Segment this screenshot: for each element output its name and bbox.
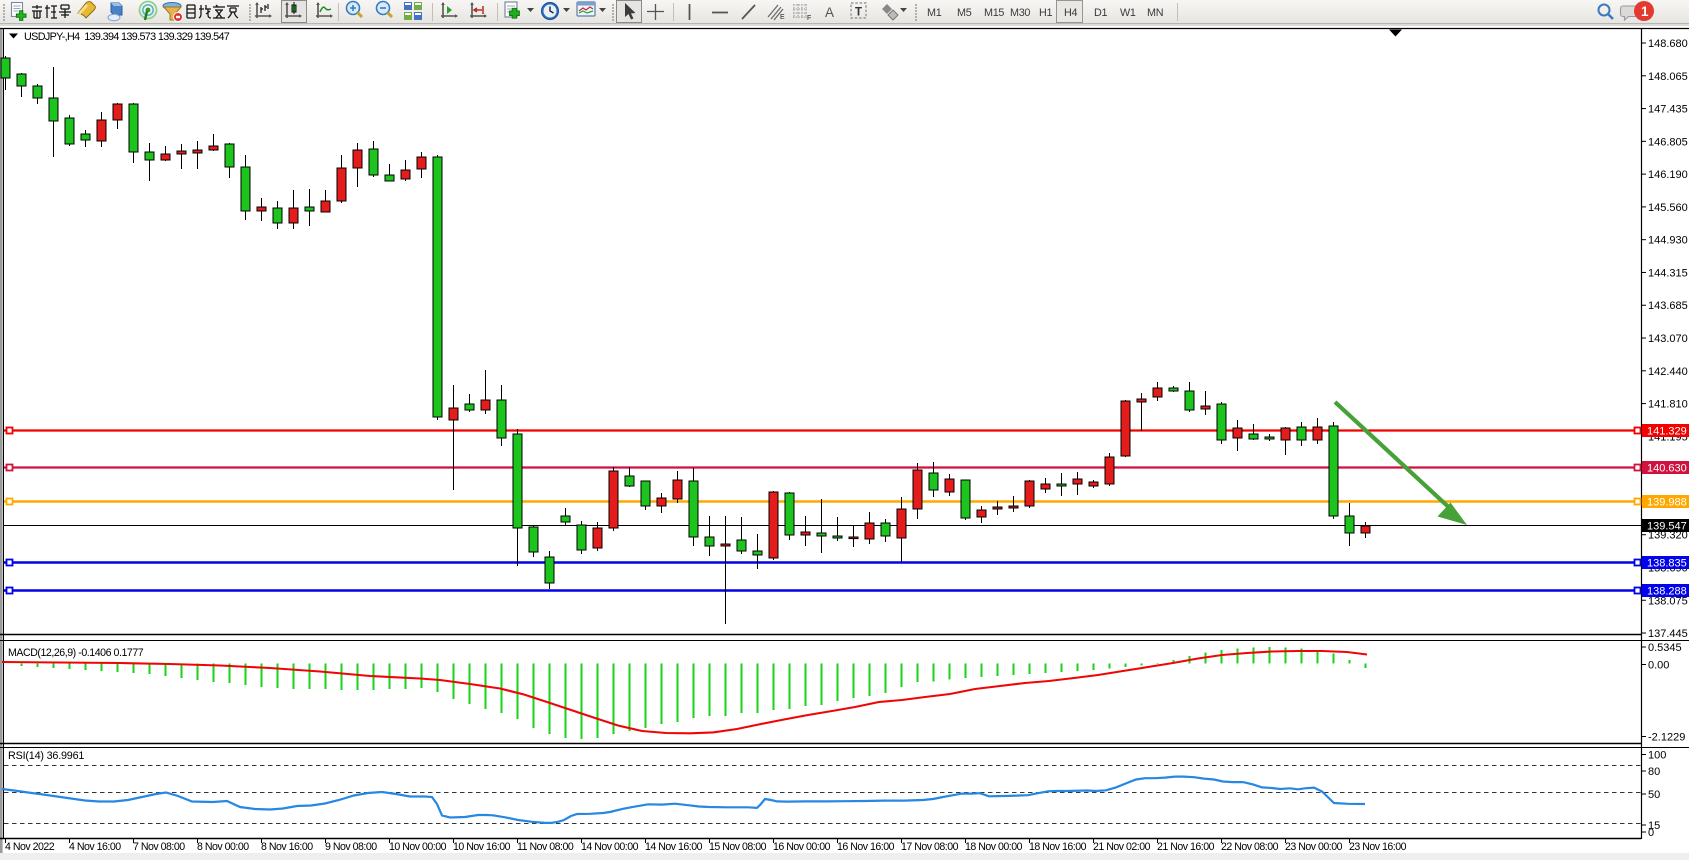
svg-text:143.070: 143.070 xyxy=(1648,333,1688,345)
svg-text:M5: M5 xyxy=(957,7,972,19)
svg-text:9 Nov 08:00: 9 Nov 08:00 xyxy=(325,841,377,853)
svg-text:0.5345: 0.5345 xyxy=(1648,642,1682,654)
svg-text:21 Nov 16:00: 21 Nov 16:00 xyxy=(1157,841,1215,853)
svg-text:15 Nov 08:00: 15 Nov 08:00 xyxy=(709,841,767,853)
svg-text:21 Nov 02:00: 21 Nov 02:00 xyxy=(1093,841,1151,853)
svg-text:4 Nov 16:00: 4 Nov 16:00 xyxy=(69,841,121,853)
svg-text:145.560: 145.560 xyxy=(1648,202,1688,214)
svg-text:100: 100 xyxy=(1648,750,1666,762)
svg-text:H1: H1 xyxy=(1039,7,1052,19)
svg-text:7 Nov 08:00: 7 Nov 08:00 xyxy=(133,841,185,853)
svg-text:146.190: 146.190 xyxy=(1648,169,1688,181)
svg-text:10 Nov 16:00: 10 Nov 16:00 xyxy=(453,841,511,853)
svg-text:0.00: 0.00 xyxy=(1648,660,1669,672)
svg-text:139.988: 139.988 xyxy=(1647,497,1687,509)
svg-text:18 Nov 16:00: 18 Nov 16:00 xyxy=(1029,841,1087,853)
svg-text:22 Nov 08:00: 22 Nov 08:00 xyxy=(1221,841,1279,853)
svg-text:50: 50 xyxy=(1648,789,1660,801)
svg-text:16 Nov 00:00: 16 Nov 00:00 xyxy=(773,841,831,853)
svg-text:T: T xyxy=(855,7,862,19)
svg-text:10 Nov 00:00: 10 Nov 00:00 xyxy=(389,841,447,853)
svg-text:14 Nov 16:00: 14 Nov 16:00 xyxy=(645,841,703,853)
svg-text:H4: H4 xyxy=(1064,7,1077,19)
svg-text:15: 15 xyxy=(1648,820,1660,832)
svg-text:23 Nov 16:00: 23 Nov 16:00 xyxy=(1349,841,1407,853)
svg-text:F: F xyxy=(807,15,811,22)
svg-text:1: 1 xyxy=(1641,4,1649,19)
svg-text:146.805: 146.805 xyxy=(1648,136,1688,148)
svg-text:147.435: 147.435 xyxy=(1648,104,1688,116)
svg-text:138.835: 138.835 xyxy=(1647,558,1687,570)
svg-text:0: 0 xyxy=(1648,827,1654,839)
svg-text:138.288: 138.288 xyxy=(1647,586,1687,598)
svg-text:MACD(12,26,9) -0.1406 0.1777: MACD(12,26,9) -0.1406 0.1777 xyxy=(8,647,144,659)
svg-text:18 Nov 00:00: 18 Nov 00:00 xyxy=(965,841,1023,853)
svg-text:4 Nov 2022: 4 Nov 2022 xyxy=(5,841,55,853)
svg-text:23 Nov 00:00: 23 Nov 00:00 xyxy=(1285,841,1343,853)
svg-text:M15: M15 xyxy=(984,7,1004,19)
svg-text:138.075: 138.075 xyxy=(1648,595,1688,607)
svg-text:W1: W1 xyxy=(1120,7,1136,19)
svg-text:14 Nov 00:00: 14 Nov 00:00 xyxy=(581,841,639,853)
svg-text:16 Nov 16:00: 16 Nov 16:00 xyxy=(837,841,895,853)
svg-text:A: A xyxy=(825,5,834,20)
svg-text:E: E xyxy=(780,14,785,21)
svg-text:144.315: 144.315 xyxy=(1648,267,1688,279)
svg-text:141.329: 141.329 xyxy=(1647,426,1687,438)
svg-text:144.930: 144.930 xyxy=(1648,235,1688,247)
svg-text:142.440: 142.440 xyxy=(1648,366,1688,378)
svg-text:D1: D1 xyxy=(1094,7,1107,19)
svg-text:17 Nov 08:00: 17 Nov 08:00 xyxy=(901,841,959,853)
svg-text:140.630: 140.630 xyxy=(1647,463,1687,475)
svg-text:137.445: 137.445 xyxy=(1648,628,1688,640)
svg-text:8 Nov 00:00: 8 Nov 00:00 xyxy=(197,841,249,853)
svg-text:11 Nov 08:00: 11 Nov 08:00 xyxy=(517,841,574,853)
svg-text:148.680: 148.680 xyxy=(1648,38,1688,50)
svg-text:MN: MN xyxy=(1147,7,1163,19)
svg-text:USDJPY-,H4 139.394 139.573 13: USDJPY-,H4 139.394 139.573 139.329 139.5… xyxy=(24,31,230,43)
svg-text:141.810: 141.810 xyxy=(1648,399,1688,411)
svg-text:RSI(14) 36.9961: RSI(14) 36.9961 xyxy=(8,750,84,762)
svg-text:M30: M30 xyxy=(1010,7,1030,19)
svg-text:80: 80 xyxy=(1648,766,1660,778)
svg-text:-2.1229: -2.1229 xyxy=(1648,732,1685,744)
svg-text:148.065: 148.065 xyxy=(1648,71,1688,83)
svg-text:139.320: 139.320 xyxy=(1648,530,1688,542)
svg-text:8 Nov 16:00: 8 Nov 16:00 xyxy=(261,841,313,853)
svg-text:143.685: 143.685 xyxy=(1648,300,1688,312)
svg-text:M1: M1 xyxy=(927,7,942,19)
svg-text:139.547: 139.547 xyxy=(1647,521,1687,533)
